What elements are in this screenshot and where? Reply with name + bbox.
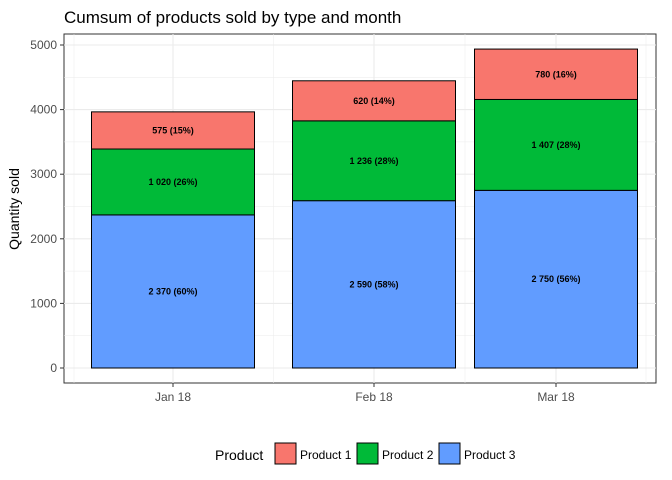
bar-data-label: 2 590 (58%) — [349, 279, 398, 289]
bar-data-label: 1 407 (28%) — [531, 140, 580, 150]
y-tick-label: 2000 — [30, 232, 57, 246]
bar-data-label: 780 (16%) — [535, 69, 577, 79]
x-tick-label: Mar 18 — [537, 390, 575, 404]
bar-data-label: 1 236 (28%) — [349, 156, 398, 166]
legend-title: Product — [215, 447, 263, 463]
legend-label: Product 3 — [464, 448, 516, 462]
legend: Product Product 1 Product 2 Product 3 — [215, 443, 516, 464]
bar-data-label: 575 (15%) — [152, 125, 194, 135]
legend-key — [357, 443, 378, 464]
chart-title: Cumsum of products sold by type and mont… — [64, 8, 401, 27]
y-tick-label: 1000 — [30, 296, 57, 310]
x-axis: Jan 18 Feb 18 Mar 18 — [155, 383, 575, 404]
y-tick-label: 5000 — [30, 38, 57, 52]
y-tick-label: 4000 — [30, 103, 57, 117]
y-axis: 0 1000 2000 3000 4000 5000 — [30, 38, 64, 375]
legend-key — [275, 443, 296, 464]
legend-label: Product 1 — [300, 448, 352, 462]
x-tick-label: Jan 18 — [155, 390, 191, 404]
x-tick-label: Feb 18 — [355, 390, 393, 404]
y-axis-title: Quantity sold — [6, 168, 22, 250]
legend-label: Product 2 — [382, 448, 434, 462]
y-tick-label: 0 — [50, 361, 57, 375]
bar-data-label: 2 750 (56%) — [531, 274, 580, 284]
bar-data-label: 620 (14%) — [353, 96, 395, 106]
bar-data-label: 1 020 (26%) — [148, 177, 197, 187]
bar-data-label: 2 370 (60%) — [148, 286, 197, 296]
legend-key — [439, 443, 460, 464]
y-tick-label: 3000 — [30, 167, 57, 181]
